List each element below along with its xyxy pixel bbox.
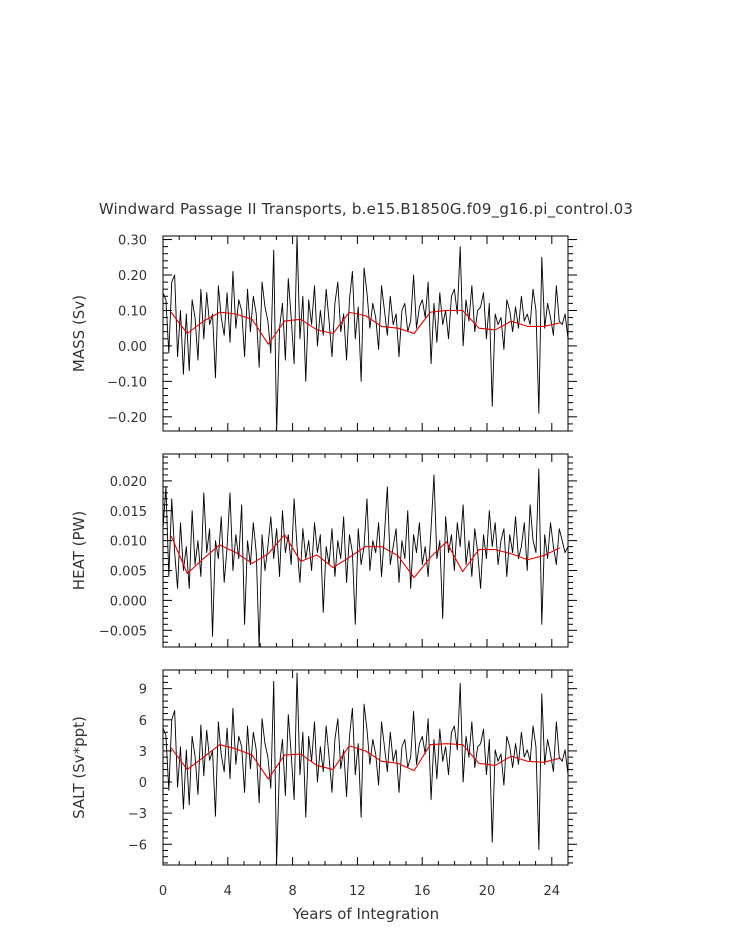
- x-tick-label: 8: [288, 884, 296, 899]
- x-axis-title: Years of Integration: [292, 905, 439, 923]
- salt-y-tick-label: 6: [139, 714, 147, 729]
- mass-y-tick-label: −0.10: [107, 375, 147, 390]
- salt-plot-frame: [162, 669, 569, 866]
- x-tick-label: 12: [349, 884, 366, 899]
- mass-panel: −0.20 −0.10 0.00 0.10 0.20 0.30 MASS (Sv): [70, 234, 577, 432]
- salt-y-tick-label: −3: [128, 807, 147, 822]
- salt-y-tick-label: 3: [139, 745, 147, 760]
- mass-y-tick-label: 0.20: [118, 269, 147, 284]
- mass-y-tick-label: 0.30: [118, 234, 147, 249]
- mass-annual-mean-line: [170, 309, 561, 345]
- mass-plot-frame: [162, 235, 569, 432]
- salt-y-tick-label: 0: [139, 776, 147, 791]
- heat-y-tick-label: 0.020: [110, 475, 147, 490]
- heat-y-tick-label: −0.005: [99, 624, 147, 639]
- mass-y-tick-label: 0.00: [118, 340, 147, 355]
- mass-y-tick-label: −0.20: [107, 411, 147, 426]
- heat-annual-mean-line: [170, 534, 561, 579]
- heat-y-axis-title: HEAT (PW): [70, 511, 88, 590]
- salt-y-tick-label: 9: [139, 683, 147, 698]
- heat-y-tick-label: 0.010: [110, 535, 147, 550]
- x-tick-label: 20: [479, 884, 496, 899]
- heat-y-tick-label: 0.015: [110, 505, 147, 520]
- mass-y-tick-label: 0.10: [118, 304, 147, 319]
- chart-title: Windward Passage II Transports, b.e15.B1…: [99, 200, 633, 219]
- heat-panel: −0.005 0.000 0.005 0.010 0.015 0.020 HEAT (PW): [70, 453, 577, 648]
- salt-monthly-series-line: [163, 672, 568, 865]
- heat-y-tick-label: 0.000: [110, 594, 147, 609]
- x-tick-label: 4: [224, 884, 232, 899]
- x-tick-label: 0: [159, 884, 167, 899]
- mass-y-axis-title: MASS (Sv): [70, 295, 88, 372]
- x-tick-label: 16: [414, 884, 431, 899]
- salt-y-tick-label: −6: [128, 838, 147, 853]
- salt-panel: −6 −3 0 3 6 9 SALT (Sv*ppt): [70, 669, 577, 866]
- heat-plot-frame: [162, 453, 569, 648]
- heat-monthly-series-line: [163, 468, 568, 647]
- salt-y-axis-title: SALT (Sv*ppt): [70, 716, 88, 819]
- chart-panels: −0.20 −0.10 0.00 0.10 0.20 0.30 MASS (Sv) −0.00…: [70, 234, 577, 866]
- mass-monthly-series-line: [163, 236, 568, 431]
- salt-annual-mean-line: [170, 743, 561, 780]
- x-axis: 0 4 8 12 16 20 24: [159, 884, 560, 899]
- x-tick-label: 24: [544, 884, 561, 899]
- heat-y-tick-label: 0.005: [110, 565, 147, 580]
